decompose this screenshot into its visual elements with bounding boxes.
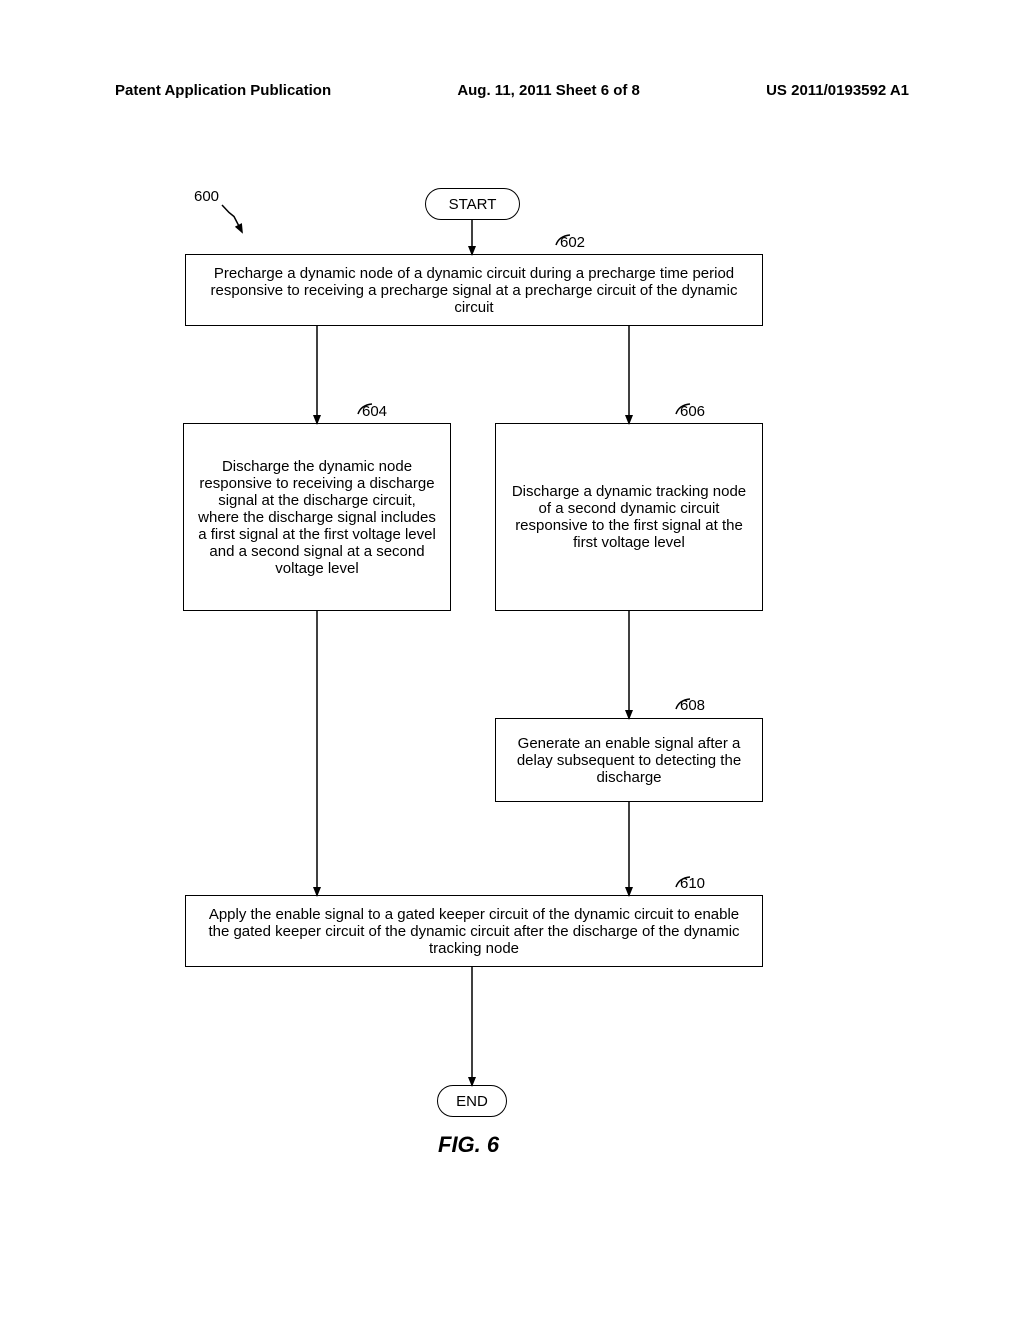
flow-box-610-text: Apply the enable signal to a gated keepe…: [200, 906, 748, 957]
flow-box-604: Discharge the dynamic node responsive to…: [183, 423, 451, 611]
ref-label-610: 610: [680, 875, 705, 892]
ref-label-608: 608: [680, 697, 705, 714]
header-center: Aug. 11, 2011 Sheet 6 of 8: [457, 82, 640, 99]
flow-end: END: [437, 1085, 507, 1117]
page: Patent Application Publication Aug. 11, …: [0, 0, 1024, 1320]
ref-label-602: 602: [560, 234, 585, 251]
figure-caption: FIG. 6: [438, 1132, 499, 1158]
flow-box-602: Precharge a dynamic node of a dynamic ci…: [185, 254, 763, 326]
page-header: Patent Application Publication Aug. 11, …: [0, 82, 1024, 99]
ref-label-604: 604: [362, 403, 387, 420]
flow-box-608: Generate an enable signal after a delay …: [495, 718, 763, 802]
header-right: US 2011/0193592 A1: [766, 82, 909, 99]
flow-box-608-text: Generate an enable signal after a delay …: [510, 735, 748, 786]
end-label: END: [456, 1093, 488, 1110]
flow-box-610: Apply the enable signal to a gated keepe…: [185, 895, 763, 967]
flow-start: START: [425, 188, 520, 220]
ref-label-606: 606: [680, 403, 705, 420]
flow-box-604-text: Discharge the dynamic node responsive to…: [198, 458, 436, 577]
flow-box-606-text: Discharge a dynamic tracking node of a s…: [510, 483, 748, 551]
flow-box-602-text: Precharge a dynamic node of a dynamic ci…: [200, 265, 748, 316]
start-label: START: [449, 196, 497, 213]
ref-label-600: 600: [194, 188, 219, 205]
header-left: Patent Application Publication: [115, 82, 331, 99]
flow-box-606: Discharge a dynamic tracking node of a s…: [495, 423, 763, 611]
